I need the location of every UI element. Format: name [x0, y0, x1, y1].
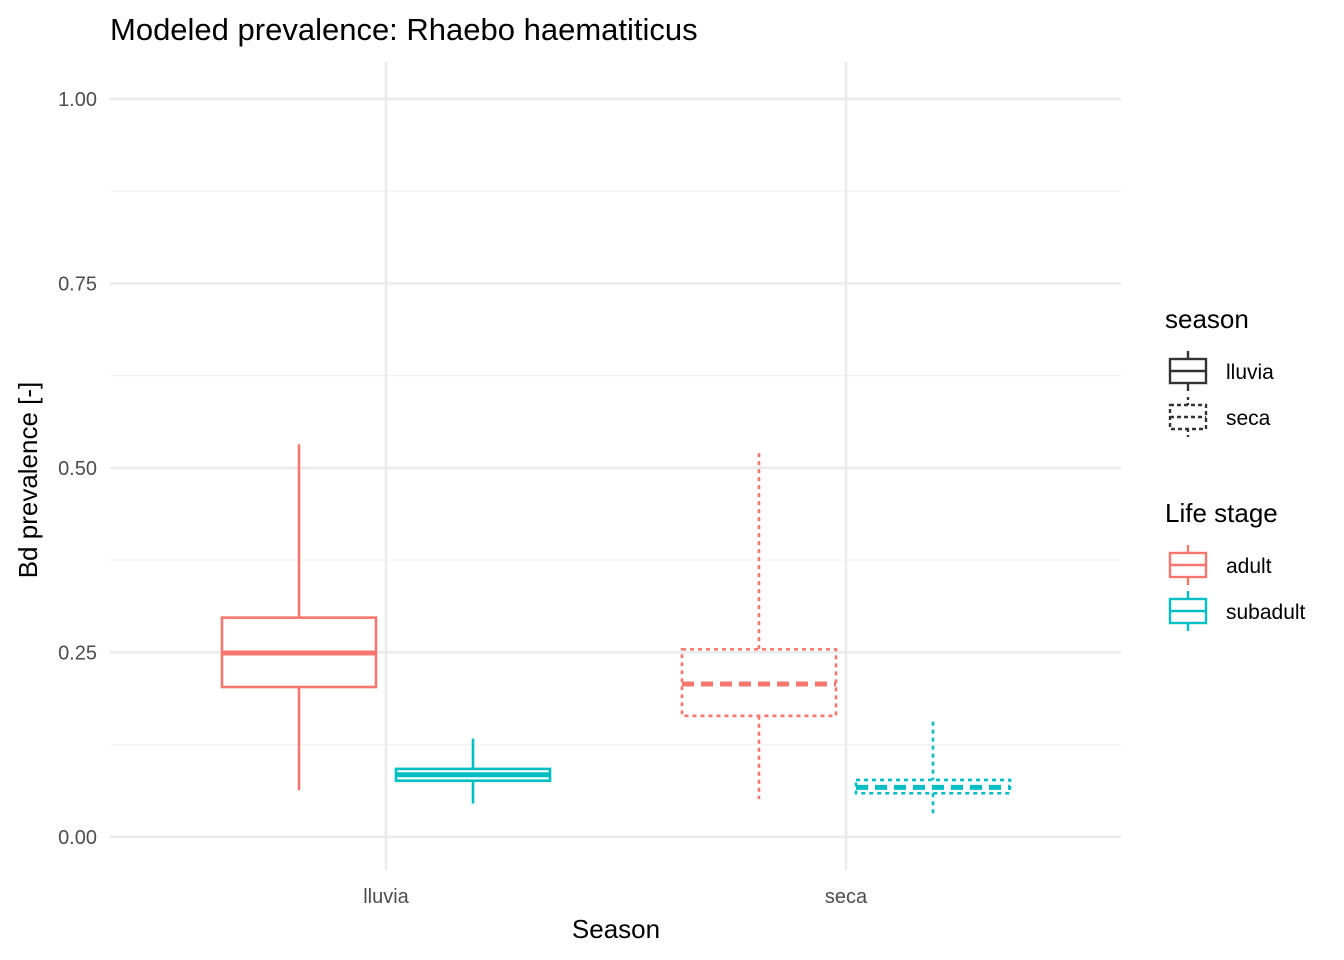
y-tick-label: 1.00 [58, 89, 97, 111]
legend-title-season: season [1165, 304, 1249, 334]
x-tick-label: seca [825, 886, 868, 908]
y-tick-label: 0.00 [58, 827, 97, 849]
box-adult-lluvia [220, 444, 378, 791]
x-axis-title: Season [572, 914, 660, 944]
box-subadult-lluvia [394, 738, 552, 804]
grid-lines [110, 62, 1121, 870]
legend-label-adult: adult [1226, 555, 1272, 578]
legend-key [1168, 351, 1208, 391]
box-subadult-seca [854, 721, 1012, 817]
legend-label-seca: seca [1226, 407, 1271, 430]
y-tick-label: 0.75 [58, 273, 97, 295]
y-tick-label: 0.25 [58, 642, 97, 664]
y-tick-label: 0.50 [58, 458, 97, 480]
box-adult-seca [680, 453, 838, 800]
x-axis: lluvia seca [363, 886, 868, 908]
plot-panel [220, 444, 1012, 817]
legend-label-lluvia: lluvia [1226, 361, 1274, 384]
legend-key [1168, 591, 1208, 631]
chart-title: Modeled prevalence: Rhaebo haematiticus [110, 12, 698, 47]
y-axis-title: Bd prevalence [-] [13, 382, 43, 579]
y-axis: 0.00 0.25 0.50 0.75 1.00 [58, 89, 97, 849]
legend-label-subadult: subadult [1226, 601, 1306, 624]
legend: season lluvia seca Life stage adult subadult [1165, 304, 1306, 631]
legend-title-life-stage: Life stage [1165, 498, 1278, 528]
legend-key [1168, 397, 1208, 437]
x-tick-label: lluvia [363, 886, 409, 908]
legend-key [1168, 545, 1208, 585]
